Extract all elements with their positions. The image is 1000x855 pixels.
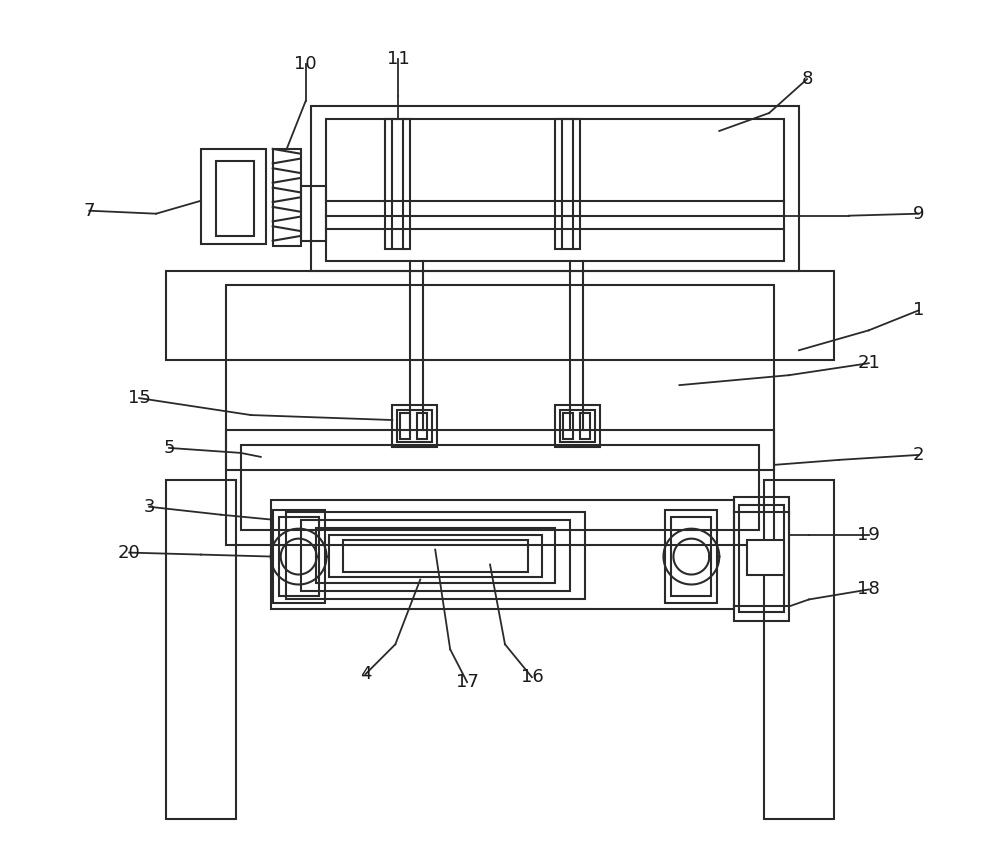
Bar bbox=[226, 430, 774, 545]
Bar bbox=[665, 510, 717, 604]
Bar bbox=[555, 119, 580, 249]
Text: 1: 1 bbox=[913, 301, 924, 320]
Bar bbox=[166, 480, 236, 819]
Text: 17: 17 bbox=[456, 673, 479, 691]
Bar bbox=[166, 270, 834, 360]
Bar bbox=[343, 540, 528, 571]
Bar bbox=[273, 510, 325, 604]
Text: 20: 20 bbox=[118, 544, 141, 562]
Text: 19: 19 bbox=[857, 526, 880, 544]
Bar bbox=[580, 413, 590, 439]
Bar bbox=[739, 504, 784, 612]
Text: 18: 18 bbox=[857, 581, 880, 598]
Bar bbox=[279, 516, 319, 597]
Text: 7: 7 bbox=[84, 202, 95, 220]
Bar bbox=[301, 186, 326, 240]
Bar bbox=[671, 516, 711, 597]
Bar bbox=[286, 512, 585, 599]
Bar bbox=[764, 480, 834, 819]
Text: 21: 21 bbox=[857, 354, 880, 372]
Bar bbox=[417, 413, 427, 439]
Text: 9: 9 bbox=[913, 204, 924, 222]
Text: 16: 16 bbox=[521, 669, 543, 687]
Bar bbox=[385, 119, 410, 249]
Bar bbox=[400, 413, 410, 439]
Bar bbox=[555, 405, 600, 447]
Text: 4: 4 bbox=[360, 665, 371, 683]
Bar bbox=[301, 520, 570, 592]
Text: 15: 15 bbox=[128, 389, 151, 407]
Bar bbox=[392, 405, 437, 447]
Text: 11: 11 bbox=[387, 50, 410, 68]
Bar bbox=[311, 106, 799, 270]
Text: 3: 3 bbox=[143, 498, 155, 516]
Bar bbox=[201, 149, 266, 244]
Bar bbox=[241, 445, 759, 529]
Bar bbox=[216, 161, 254, 236]
Bar bbox=[397, 410, 432, 442]
Text: 10: 10 bbox=[294, 56, 317, 74]
Bar bbox=[747, 540, 784, 575]
Bar bbox=[326, 119, 784, 261]
Bar bbox=[734, 497, 789, 622]
Text: 8: 8 bbox=[801, 70, 813, 88]
Bar bbox=[271, 500, 734, 610]
Bar bbox=[226, 286, 774, 470]
Bar bbox=[563, 413, 573, 439]
Bar bbox=[273, 149, 301, 245]
Text: 2: 2 bbox=[913, 446, 924, 464]
Bar bbox=[316, 528, 555, 583]
Bar bbox=[560, 410, 595, 442]
Bar bbox=[329, 534, 542, 576]
Text: 5: 5 bbox=[163, 439, 175, 457]
